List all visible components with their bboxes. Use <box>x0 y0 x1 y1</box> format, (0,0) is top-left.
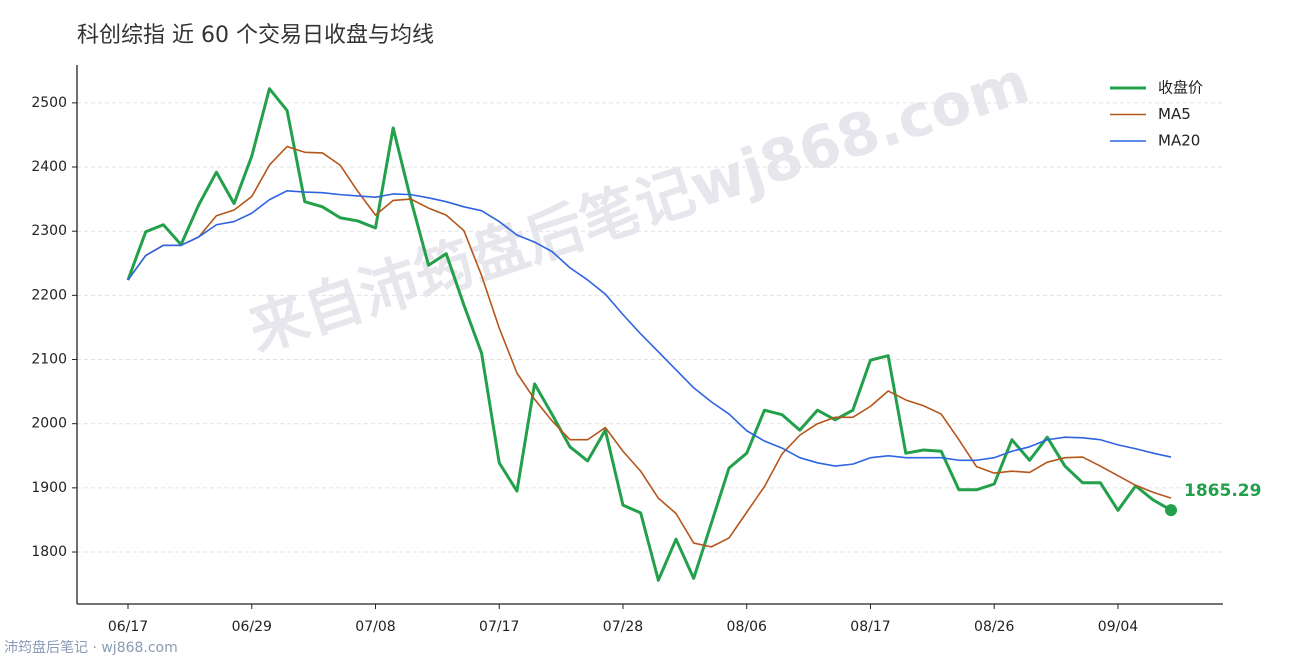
legend-label: MA20 <box>1158 132 1200 150</box>
x-tick-label: 08/26 <box>974 619 1014 635</box>
y-tick-label: 1900 <box>31 480 67 496</box>
last-point <box>1165 504 1177 517</box>
series-line <box>127 145 1172 548</box>
x-tick-label: 07/17 <box>479 619 519 635</box>
x-tick-label: 07/28 <box>603 619 643 635</box>
y-tick-label: 2400 <box>31 159 67 175</box>
series-line <box>126 87 1172 582</box>
y-tick-label: 2200 <box>31 287 67 303</box>
footer: 沛筠盘后笔记 · wj868.com <box>4 639 178 656</box>
y-tick-label: 1800 <box>31 544 67 560</box>
x-tick-label: 08/06 <box>727 619 767 635</box>
legend-label: MA5 <box>1158 105 1191 123</box>
last-value-label: 1865.29 <box>1184 481 1261 501</box>
y-tick-label: 2300 <box>31 223 67 239</box>
y-tick-label: 2100 <box>31 352 67 368</box>
x-tick-label: 07/08 <box>355 619 395 635</box>
legend-label: 收盘价 <box>1158 79 1203 97</box>
x-tick-label: 09/04 <box>1098 619 1138 635</box>
chart-title: 科创综指 近 60 个交易日收盘与均线 <box>77 23 434 48</box>
x-tick-label: 08/17 <box>850 619 890 635</box>
x-tick-label: 06/29 <box>232 619 272 635</box>
y-tick-label: 2000 <box>31 416 67 432</box>
watermark: 来自沛筠盘后笔记wj868.com <box>241 48 1037 365</box>
y-tick-label: 2500 <box>31 95 67 111</box>
series-line <box>127 189 1172 467</box>
x-tick-label: 06/17 <box>108 619 148 635</box>
